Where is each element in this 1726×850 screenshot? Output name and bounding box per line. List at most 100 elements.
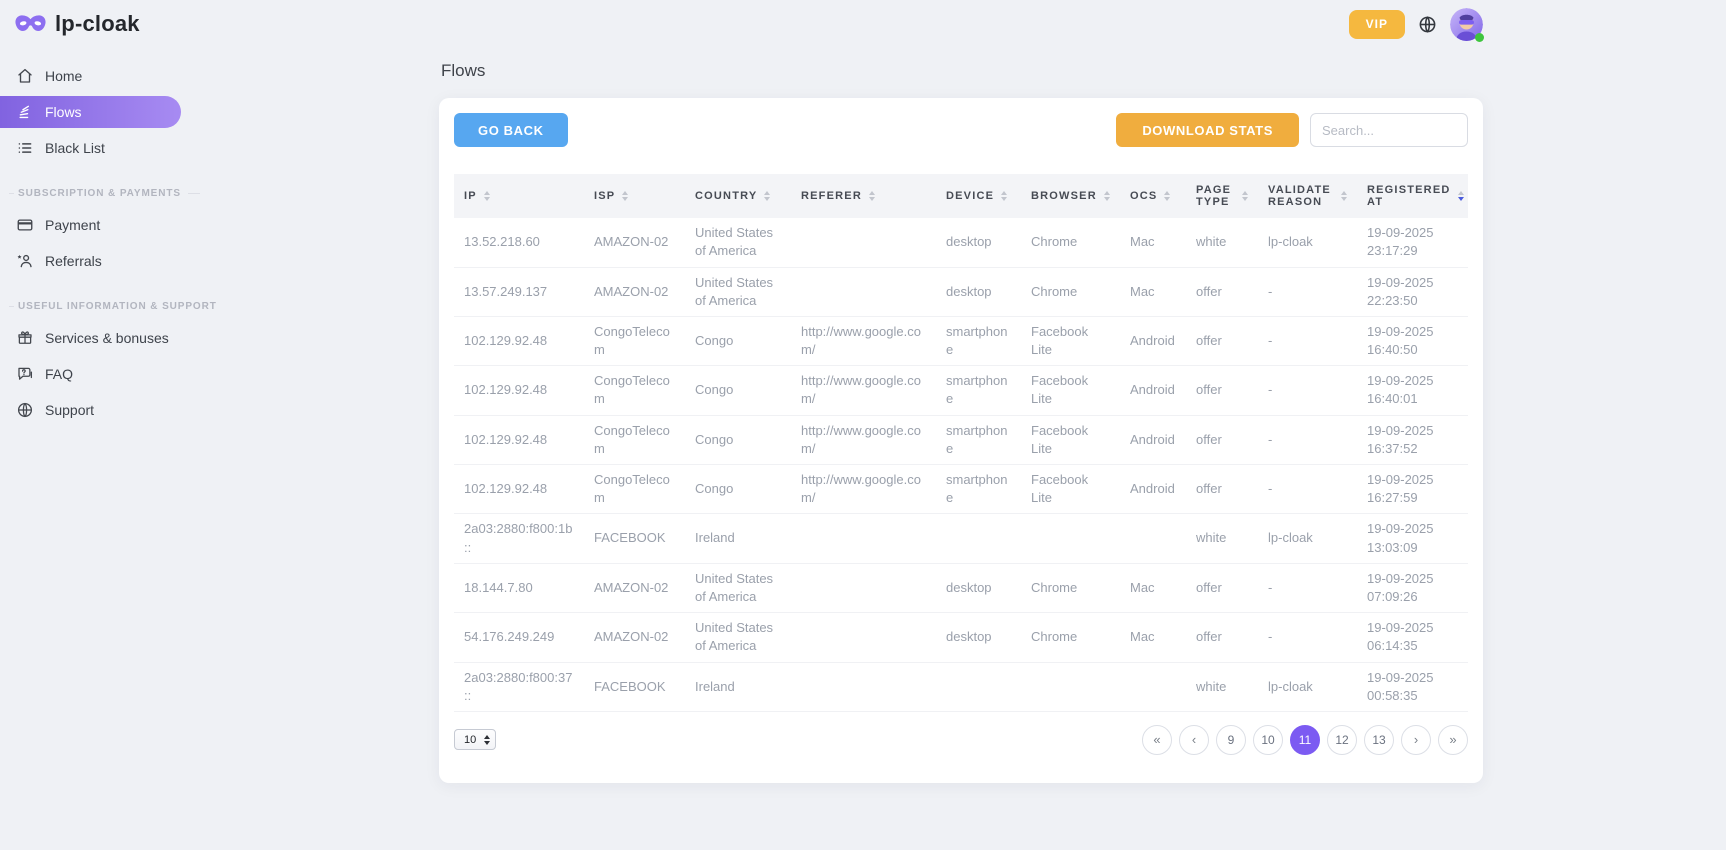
cell-ocs: Mac	[1130, 629, 1155, 645]
cell-country: Ireland	[695, 678, 735, 694]
vip-button[interactable]: VIP	[1348, 9, 1405, 39]
column-header-isp[interactable]: ISP	[584, 174, 685, 218]
cell-isp: FACEBOOK	[594, 530, 666, 546]
sidebar-item-referrals[interactable]: Referrals	[0, 245, 181, 277]
cell-ip: 102.129.92.48	[464, 332, 548, 348]
cell-referer	[791, 563, 936, 612]
sidebar-item-flows[interactable]: Flows	[0, 96, 181, 128]
cell-ip: 13.57.249.137	[464, 283, 548, 299]
column-header-country[interactable]: COUNTRY	[685, 174, 791, 218]
cell-ocs: Android	[1130, 481, 1175, 497]
online-status-dot	[1475, 32, 1484, 42]
flows-icon	[16, 103, 34, 121]
cell-page-type: offer	[1196, 332, 1222, 348]
pagination-prev-button[interactable]: ‹	[1179, 724, 1209, 755]
page-title: Flows	[441, 61, 486, 80]
sidebar-item-black-list[interactable]: Black List	[0, 132, 181, 164]
cell-browser: Chrome	[1031, 234, 1078, 250]
table-row: 102.129.92.48 CongoTelecom Congo http://www…	[454, 366, 1468, 416]
table-row: 2a03:2880:f800:37:: FACEBOOK Ireland white l…	[454, 662, 1468, 712]
flows-table: IP ISP COUNTRY REFERER DEVICE BROWSER OC…	[454, 174, 1468, 712]
cell-referer: http://www.google.com/	[801, 422, 921, 456]
cell-validate-reason: lp-cloak	[1268, 234, 1313, 250]
table-row: 102.129.92.48 CongoTelecom Congo http://www…	[454, 316, 1468, 366]
sidebar-item-label: Payment	[45, 217, 101, 233]
table-row: 13.57.249.137 AMAZON-02 United States of A…	[454, 267, 1468, 317]
column-header-ip[interactable]: IP	[454, 174, 584, 218]
cell-device: desktop	[946, 629, 992, 645]
table-row: 18.144.7.80 AMAZON-02 United States of Ame…	[454, 563, 1468, 613]
question-bubble-icon	[16, 365, 34, 383]
pagination-first-button[interactable]: «	[1142, 724, 1172, 755]
cell-isp: AMAZON-02	[594, 629, 669, 645]
cell-browser: Facebook Lite	[1031, 323, 1089, 358]
app-container: lp-cloak VIP	[0, 0, 1484, 783]
cell-ocs: Android	[1130, 382, 1175, 398]
cell-country: Congo	[695, 382, 734, 398]
page-button-10[interactable]: 10	[1253, 724, 1283, 755]
cell-ocs: Mac	[1130, 283, 1155, 299]
go-back-button[interactable]: GO BACK	[454, 113, 568, 147]
sidebar-item-home[interactable]: Home	[0, 60, 181, 92]
cell-referer	[791, 514, 936, 563]
sidebar-section-label: USEFUL INFORMATION & SUPPORT	[0, 301, 216, 312]
column-header-validate-reason[interactable]: VALIDATE REASON	[1258, 174, 1357, 218]
search-input[interactable]	[1310, 113, 1468, 147]
pagination-next-button[interactable]: ›	[1401, 724, 1431, 755]
cell-page-type: white	[1196, 530, 1227, 546]
cell-ip: 2a03:2880:f800:1b::	[464, 521, 573, 555]
pagination-last-button[interactable]: »	[1438, 724, 1468, 755]
cell-referer	[791, 662, 936, 711]
cell-country: United States of America	[695, 225, 774, 259]
column-header-browser[interactable]: BROWSER	[1021, 174, 1120, 218]
language-globe-icon[interactable]	[1418, 15, 1437, 34]
cell-validate-reason: -	[1268, 431, 1273, 447]
sidebar-item-label: FAQ	[45, 366, 74, 382]
cell-ip: 13.52.218.60	[464, 234, 540, 250]
pagination-buttons: « ‹ 9 10 11 12 13 › »	[1142, 724, 1468, 755]
cell-country: Congo	[695, 431, 734, 447]
cell-ip: 102.129.92.48	[464, 382, 548, 398]
brand-logo[interactable]: lp-cloak	[15, 11, 140, 37]
table-row: 2a03:2880:f800:1b:: FACEBOOK Ireland white l…	[454, 514, 1468, 564]
cell-referer	[791, 218, 936, 267]
column-header-page-type[interactable]: PAGE TYPE	[1186, 174, 1258, 218]
cell-referer: http://www.google.com/	[801, 373, 921, 407]
sidebar-section-label: SUBSCRIPTION & PAYMENTS	[0, 188, 200, 199]
cell-referer	[791, 613, 936, 662]
sidebar-item-label: Services & bonuses	[45, 330, 169, 346]
cell-registered-at: 19-09-2025 22:23:50	[1367, 274, 1434, 308]
sidebar-item-services[interactable]: Services & bonuses	[0, 322, 181, 354]
cell-country: United States of America	[695, 570, 774, 604]
cell-registered-at: 19-09-2025 00:58:35	[1367, 669, 1434, 703]
avatar[interactable]	[1450, 7, 1484, 42]
page-button-9[interactable]: 9	[1216, 724, 1246, 755]
sidebar-item-support[interactable]: Support	[0, 394, 181, 426]
column-header-registered-at[interactable]: REGISTERED AT	[1357, 174, 1468, 218]
sidebar-item-label: Support	[45, 402, 95, 418]
cell-validate-reason: lp-cloak	[1268, 530, 1313, 546]
cell-country: United States of America	[695, 620, 774, 654]
page-button-13[interactable]: 13	[1364, 724, 1394, 755]
list-icon	[16, 139, 34, 157]
sidebar-item-payment[interactable]: Payment	[0, 209, 181, 241]
cell-page-type: offer	[1196, 481, 1222, 497]
page-size-value: 10	[464, 733, 477, 746]
page-button-12[interactable]: 12	[1327, 724, 1357, 755]
download-stats-button[interactable]: DOWNLOAD STATS	[1116, 113, 1299, 147]
cell-ocs: Mac	[1130, 234, 1155, 250]
brand-name: lp-cloak	[55, 11, 140, 36]
column-header-ocs[interactable]: OCS	[1120, 174, 1186, 218]
sort-icon	[622, 191, 629, 201]
sort-icon	[1164, 191, 1171, 201]
cell-registered-at: 19-09-2025 23:17:29	[1367, 225, 1434, 259]
cell-country: Ireland	[695, 530, 735, 546]
column-header-device[interactable]: DEVICE	[936, 174, 1021, 218]
table-row: 102.129.92.48 CongoTelecom Congo http://www…	[454, 415, 1468, 465]
sidebar-item-faq[interactable]: FAQ	[0, 358, 181, 390]
cell-validate-reason: -	[1268, 579, 1273, 595]
cell-ocs: Android	[1130, 431, 1175, 447]
page-button-11[interactable]: 11	[1290, 724, 1320, 755]
page-size-select[interactable]: 10	[454, 729, 497, 751]
column-header-referer[interactable]: REFERER	[791, 174, 936, 218]
